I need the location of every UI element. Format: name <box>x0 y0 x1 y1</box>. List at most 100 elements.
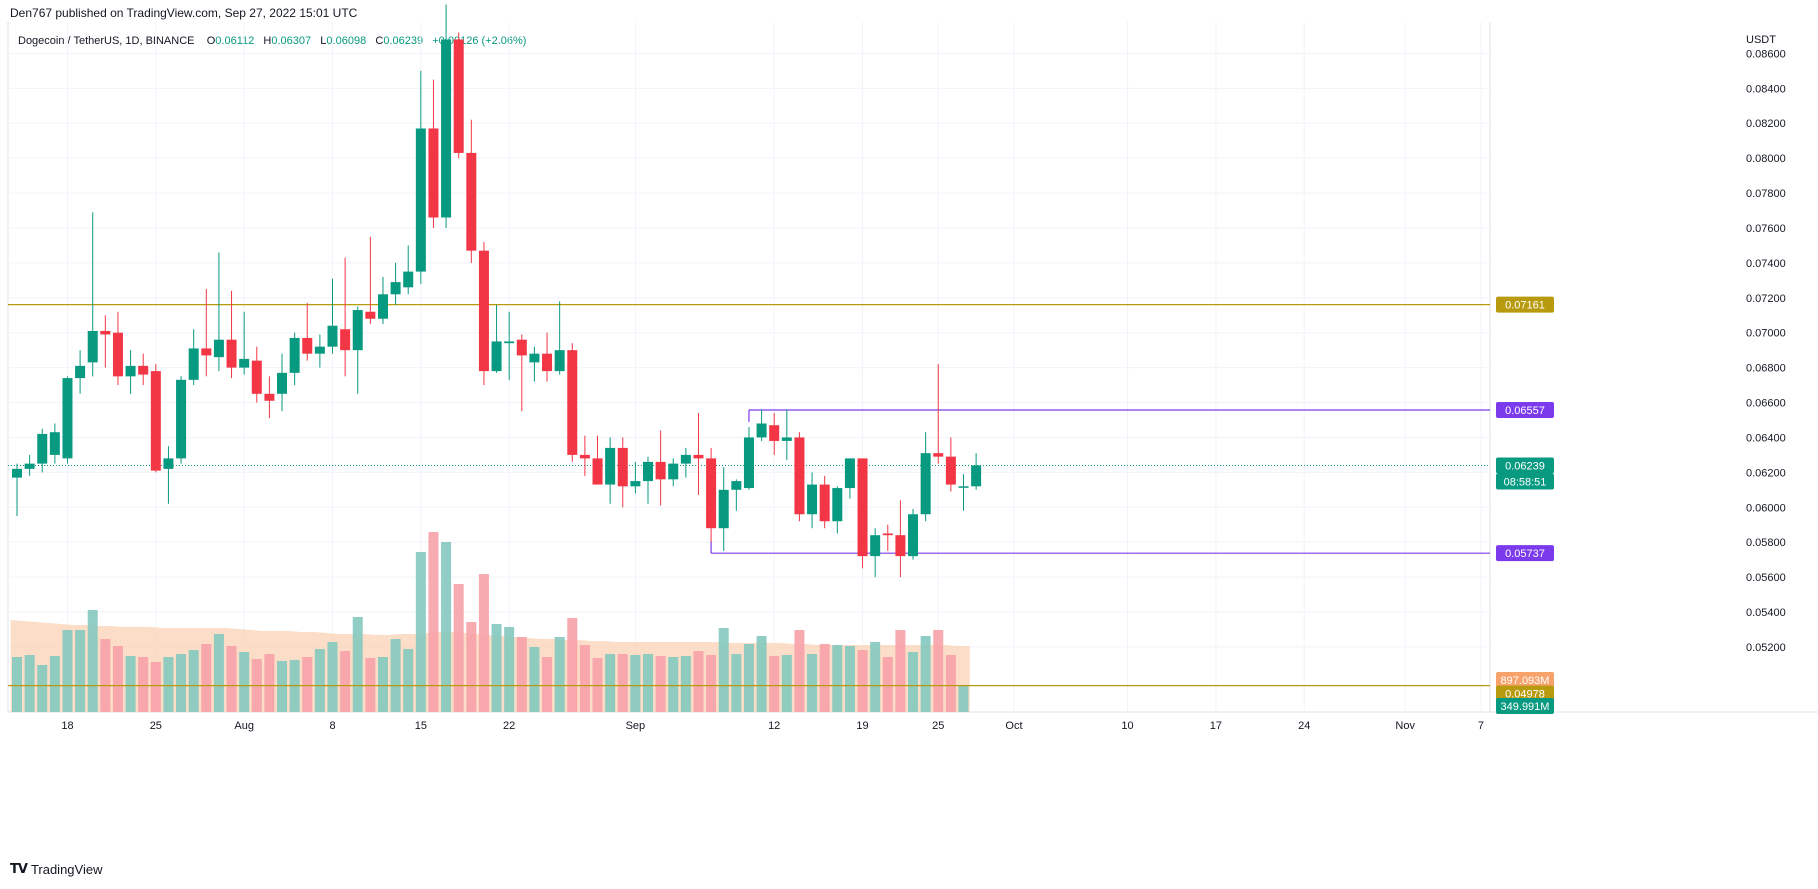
volume-pane <box>10 532 970 712</box>
volume-bar <box>226 646 237 712</box>
level-label: 0.04978 <box>1505 689 1545 701</box>
candle-body <box>567 350 578 455</box>
volume-bar <box>920 636 931 712</box>
candle-body <box>693 454 704 459</box>
candle-body <box>743 437 754 489</box>
time-tick-label: Oct <box>1005 720 1022 732</box>
candle-body <box>655 461 666 480</box>
volume-ma-label-bg <box>1496 672 1554 688</box>
candle-body <box>49 432 60 455</box>
price-tick-label: 0.06400 <box>1746 432 1786 444</box>
time-tick-label: 15 <box>415 720 427 732</box>
candle-body <box>491 341 502 372</box>
volume-bar <box>12 657 22 712</box>
candle-body <box>150 371 161 471</box>
volume-bar <box>213 634 224 712</box>
candle-body <box>643 461 653 482</box>
candle-body <box>377 294 388 319</box>
candle-body <box>529 353 540 363</box>
candle-body <box>403 271 414 288</box>
candle-body <box>542 353 553 372</box>
tradingview-logo[interactable]: TV TradingView <box>10 862 102 877</box>
candle-body <box>138 365 149 375</box>
candle-body <box>100 330 111 335</box>
volume-bar <box>794 630 805 712</box>
time-axis: 18 25 Aug 8 15 22 Sep 12 19 25 Oct 10 17 24 Nov 7 <box>61 720 1484 732</box>
volume-bar <box>655 656 666 712</box>
last-price-label-bg <box>1496 457 1554 474</box>
candle-body <box>453 39 464 153</box>
last-price-label: 0.06239 <box>1505 461 1545 473</box>
volume-bar <box>731 654 742 712</box>
candle-body <box>895 535 906 557</box>
candle-body <box>327 325 338 347</box>
price-tick-label: 0.05800 <box>1746 537 1786 549</box>
volume-bar <box>617 654 628 712</box>
volume-current-label: 349.991M <box>1501 701 1550 713</box>
candle-body <box>24 463 35 469</box>
price-tick-label: 0.05600 <box>1746 572 1786 584</box>
low-label: L <box>320 35 327 47</box>
range-label-bg <box>1496 545 1554 562</box>
volume-bar <box>302 657 313 712</box>
candle-body <box>466 152 477 251</box>
volume-bar <box>680 656 691 712</box>
volume-bar <box>516 637 527 712</box>
candle-body <box>226 339 237 368</box>
volume-bar <box>743 644 754 712</box>
volume-bar <box>277 661 288 712</box>
range-label-bg <box>1496 402 1554 419</box>
time-tick-label: 22 <box>503 720 515 732</box>
time-tick-label: 24 <box>1298 720 1310 732</box>
candle-body <box>958 486 969 488</box>
price-tick-label: 0.06200 <box>1746 467 1786 479</box>
candle-body <box>769 425 780 441</box>
candle-body <box>125 365 136 377</box>
price-axis: 0.08600 0.08400 0.08200 0.08000 0.07800 0.076… <box>1746 48 1786 653</box>
volume-bar <box>579 645 590 712</box>
candle-body <box>504 341 515 344</box>
price-tick-label: 0.08400 <box>1746 83 1786 95</box>
volume-bar <box>769 656 780 712</box>
candle-body <box>37 433 48 464</box>
time-tick-label: 17 <box>1210 720 1222 732</box>
candle-body <box>554 350 565 372</box>
level-label-bg <box>1496 296 1554 313</box>
volume-bar <box>643 654 653 712</box>
volume-bar <box>605 654 616 712</box>
candle-body <box>781 437 792 441</box>
range-label: 0.05737 <box>1505 548 1545 560</box>
candle-body <box>264 393 275 401</box>
time-tick-label: Nov <box>1395 720 1415 732</box>
candle-body <box>844 458 855 489</box>
high-value: 0.06307 <box>271 35 312 47</box>
volume-bar <box>693 651 704 712</box>
candle-body <box>213 339 224 358</box>
symbol-name: Dogecoin / TetherUS, 1D, BINANCE <box>18 35 195 47</box>
candle-body <box>251 360 262 394</box>
price-axis-unit: USDT <box>1746 34 1776 46</box>
volume-bar <box>100 639 111 712</box>
volume-bar <box>37 665 48 712</box>
price-tick-label: 0.07200 <box>1746 293 1786 305</box>
countdown-label: 08:58:51 <box>1504 477 1547 489</box>
volume-bar <box>945 655 956 712</box>
open-label: O <box>206 35 216 47</box>
time-tick-label: 18 <box>61 720 73 732</box>
volume-bar <box>87 610 98 712</box>
candle-body <box>289 337 300 373</box>
volume-bar <box>441 542 452 712</box>
volume-bar <box>504 627 515 712</box>
candle-body <box>352 310 363 351</box>
volume-bar <box>453 584 464 712</box>
publisher-line: Den767 published on TradingView.com, Sep… <box>10 6 358 20</box>
price-tick-label: 0.06600 <box>1746 398 1786 410</box>
price-tick-label: 0.08600 <box>1746 48 1786 60</box>
candle-body <box>718 489 729 529</box>
candle-body <box>971 465 982 487</box>
candle-body <box>201 348 212 356</box>
volume-bar <box>756 636 767 712</box>
candle-body <box>857 458 868 557</box>
low-value: 0.06098 <box>326 35 367 47</box>
